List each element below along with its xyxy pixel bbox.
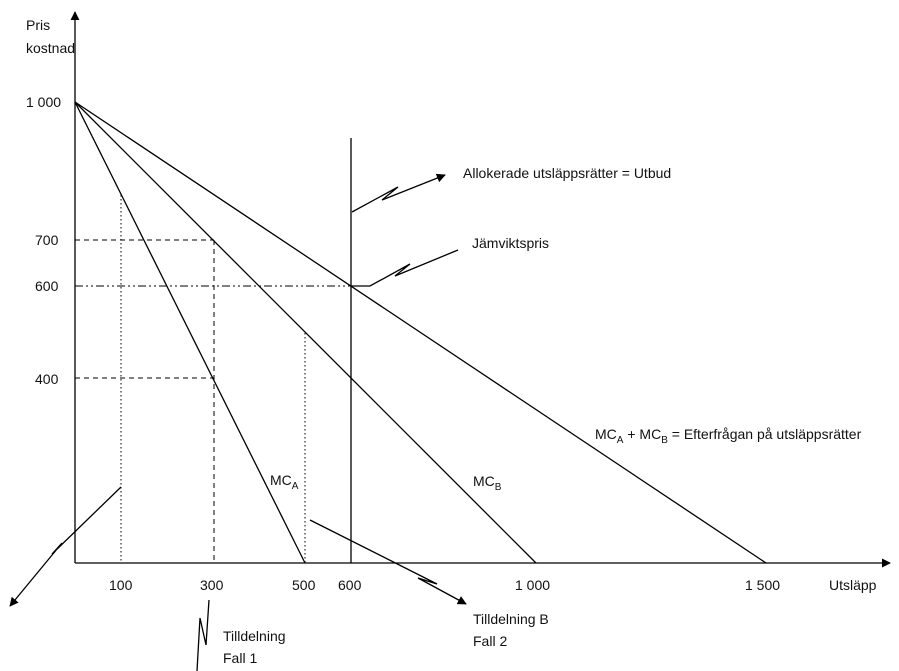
y-tick-1000: 1 000 (26, 94, 61, 110)
equilibrium-annotation-line (351, 249, 459, 287)
x-tick-500: 500 (292, 577, 316, 593)
x-axis-label: Utsläpp (829, 577, 877, 593)
y-tick-700: 700 (35, 232, 59, 248)
case-1-arrow (9, 486, 122, 607)
x-tick-600: 600 (338, 577, 362, 593)
demand-label: MCA + MCB = Efterfrågan på utsläppsrätte… (595, 426, 862, 446)
y-axis-label-line2: kostnad (26, 40, 75, 56)
x-tick-300: 300 (200, 577, 224, 593)
mca-curve (74, 101, 306, 564)
y-tick-400: 400 (35, 371, 59, 387)
case-b-label-line2: Fall 2 (473, 633, 507, 649)
y-tick-600: 600 (35, 278, 59, 294)
equilibrium-annotation-label: Jämviktspris (472, 235, 549, 251)
mcb-label: MCB (473, 473, 502, 493)
demand-curve (74, 101, 767, 564)
x-tick-1000: 1 000 (515, 577, 550, 593)
case-1-label-line1: Tilldelning (223, 628, 286, 644)
case-b-arrow (309, 519, 467, 605)
x-tick-1500: 1 500 (745, 577, 780, 593)
mcb-curve (74, 101, 537, 564)
mca-label: MCA (270, 472, 299, 492)
supply-annotation-arrow (351, 173, 446, 213)
x-tick-100: 100 (109, 577, 133, 593)
y-axis-label-line1: Pris (26, 17, 50, 33)
case-1-bracket (196, 599, 210, 671)
supply-annotation-label: Allokerade utsläppsrätter = Utbud (463, 165, 671, 181)
case-b-label-line1: Tilldelning B (473, 611, 549, 627)
case-1-label-line2: Fall 1 (223, 650, 257, 666)
